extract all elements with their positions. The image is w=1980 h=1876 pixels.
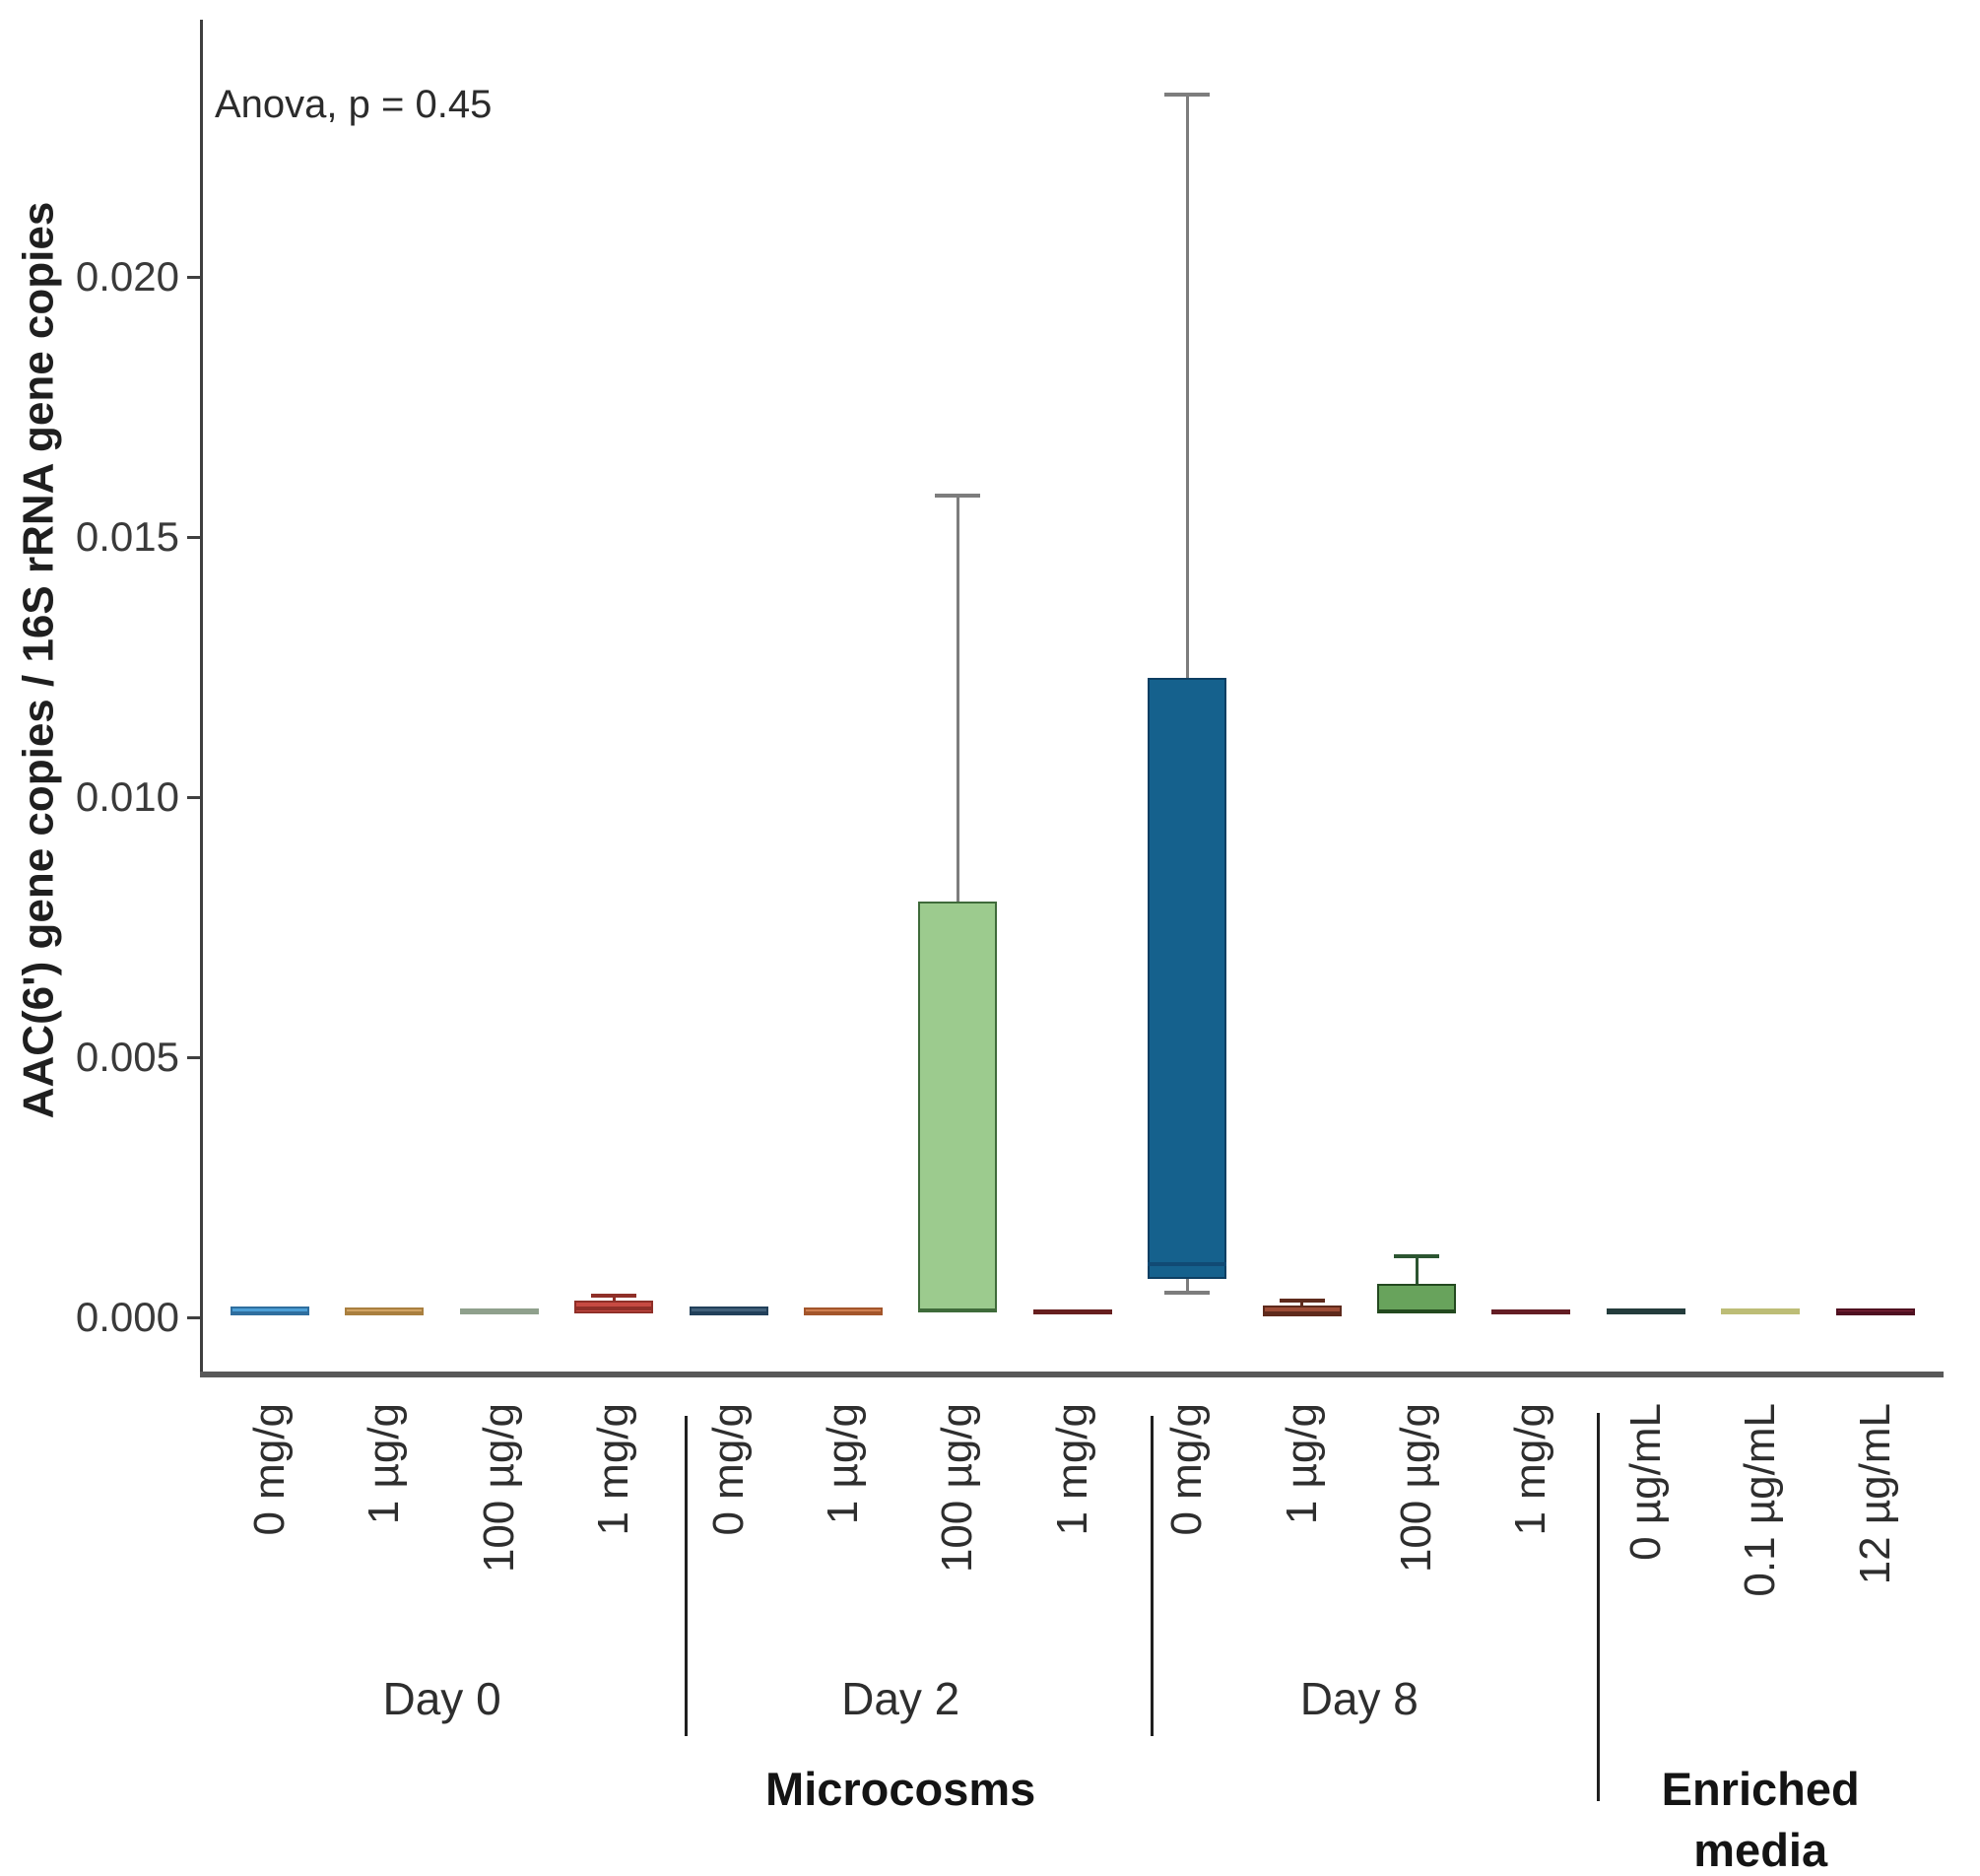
group-separator: [1597, 1413, 1600, 1801]
y-tick-label: 0.015: [75, 513, 179, 560]
whisker-upper-cap: [1279, 1299, 1325, 1304]
anova-annotation: Anova, p = 0.45: [215, 83, 493, 126]
x-tick-label: 1 µg/g: [360, 1403, 409, 1525]
y-tick-mark: [187, 1315, 201, 1319]
whisker-upper-cap: [1394, 1254, 1439, 1259]
y-tick-label: 0.020: [75, 253, 179, 300]
whisker-upper: [1415, 1256, 1419, 1285]
whisker-upper-cap: [591, 1293, 637, 1298]
whisker-upper: [1185, 95, 1189, 678]
bottom-group-label-line: Microcosms: [765, 1763, 1036, 1815]
median-line: [459, 1310, 539, 1315]
group-separator: [685, 1416, 688, 1736]
whisker-upper: [956, 495, 959, 902]
y-tick-mark: [187, 795, 201, 799]
x-tick-label: 1 µg/g: [1277, 1403, 1326, 1525]
y-tick-mark: [187, 1055, 201, 1059]
median-line: [574, 1306, 654, 1311]
x-tick-label: 1 µg/g: [819, 1403, 867, 1525]
x-tick-label: 0 mg/g: [703, 1403, 753, 1536]
x-tick-label: 100 µg/g: [474, 1403, 523, 1574]
x-tick-label: 0 mg/g: [245, 1403, 294, 1536]
x-tick-label: 12 µg/mL: [1850, 1403, 1899, 1585]
x-axis-line: [200, 1372, 1944, 1377]
box-plot-box: [918, 901, 998, 1312]
bottom-group-label-line: media: [1693, 1824, 1828, 1876]
whisker-upper-cap: [1164, 93, 1211, 98]
median-line: [1377, 1308, 1456, 1313]
x-tick-label: 0 µg/mL: [1620, 1403, 1670, 1561]
y-tick-mark: [187, 275, 201, 279]
day-group-label: Day 2: [841, 1673, 960, 1724]
y-tick-label: 0.005: [75, 1034, 179, 1080]
median-line: [1721, 1310, 1801, 1315]
x-tick-label: 100 µg/g: [933, 1403, 982, 1574]
y-tick-mark: [187, 535, 201, 539]
y-axis-title: AAC(6') gene copies / 16S rRNA gene copi…: [14, 201, 63, 1119]
bottom-group-label-line: Enriched: [1661, 1763, 1860, 1815]
x-tick-label: 0.1 µg/mL: [1736, 1403, 1785, 1597]
whisker-upper: [1300, 1301, 1304, 1306]
y-tick-label: 0.000: [75, 1294, 179, 1340]
x-tick-label: 0 mg/g: [1162, 1403, 1212, 1536]
box-plot-box: [1148, 677, 1227, 1279]
median-line: [345, 1310, 425, 1315]
median-line: [1148, 1262, 1227, 1267]
median-line: [231, 1310, 309, 1315]
x-tick-label: 1 mg/g: [1047, 1403, 1096, 1536]
x-tick-label: 1 mg/g: [1506, 1403, 1555, 1536]
day-group-label: Day 0: [382, 1673, 501, 1724]
whisker-lower-cap: [1164, 1291, 1211, 1296]
day-group-label: Day 8: [1299, 1673, 1419, 1724]
whisker-upper: [612, 1295, 616, 1302]
median-line: [1491, 1309, 1571, 1314]
y-tick-label: 0.010: [75, 773, 179, 820]
bottom-group-label: Enriched media: [1553, 1759, 1967, 1876]
median-line: [689, 1310, 768, 1315]
box-plot-box: [1262, 1305, 1342, 1316]
median-line: [1032, 1309, 1112, 1314]
bottom-group-label: Microcosms: [693, 1759, 1107, 1820]
median-line: [918, 1307, 998, 1312]
median-line: [1262, 1310, 1342, 1315]
median-line: [1606, 1310, 1685, 1315]
median-line: [804, 1310, 883, 1315]
median-line: [1835, 1310, 1915, 1315]
group-separator: [1151, 1416, 1154, 1736]
x-tick-label: 100 µg/g: [1392, 1403, 1440, 1574]
y-axis-line: [200, 20, 203, 1377]
whisker-lower: [1185, 1278, 1189, 1294]
x-tick-label: 1 mg/g: [589, 1403, 638, 1536]
whisker-upper-cap: [935, 493, 981, 498]
